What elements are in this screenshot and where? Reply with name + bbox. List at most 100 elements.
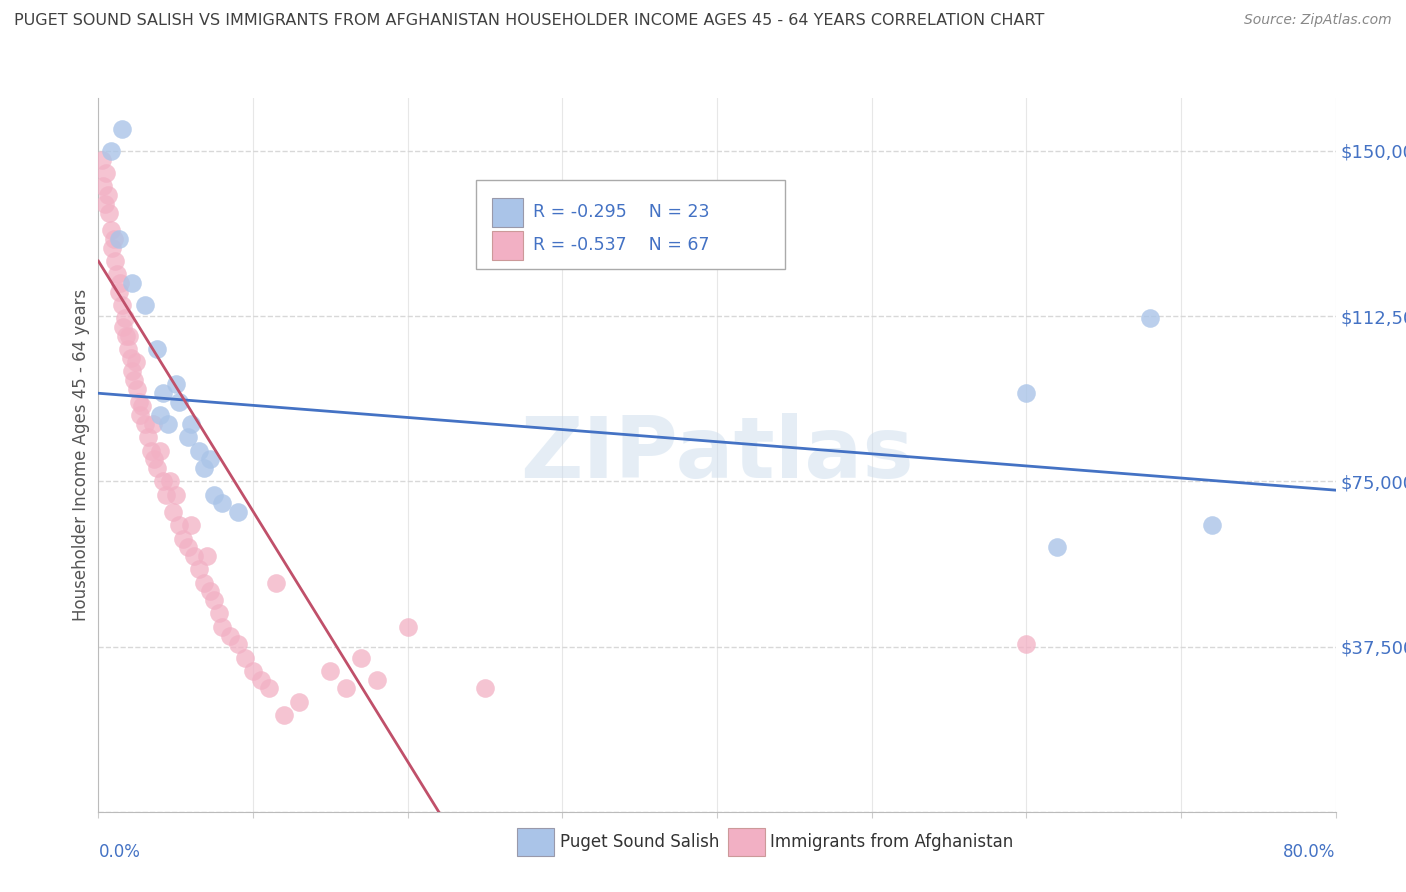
Point [219,628,242,642]
Point [143,452,166,467]
Point [204,487,226,501]
Point [177,541,200,555]
Text: R = -0.537    N = 67: R = -0.537 N = 67 [533,236,709,254]
Point [122,373,145,387]
Y-axis label: Householder Income Ages 45 - 64 years: Householder Income Ages 45 - 64 years [72,289,90,621]
Point [167,518,190,533]
Point [157,417,180,431]
Point [204,593,226,607]
Point [350,650,373,665]
Point [165,487,187,501]
Point [136,430,159,444]
Point [167,395,190,409]
Point [1139,311,1161,326]
Point [257,681,280,696]
Point [101,241,124,255]
Point [120,351,142,365]
Point [195,549,218,564]
Point [152,386,174,401]
Point [1015,386,1038,401]
Point [91,179,114,194]
Point [121,276,143,290]
Point [141,417,165,431]
Point [149,409,172,423]
Bar [492,231,523,260]
Point [149,443,172,458]
Text: 0.0%: 0.0% [98,843,141,861]
Point [198,584,221,599]
Point [1201,518,1223,533]
Bar [492,198,523,227]
Point [114,311,136,326]
Point [180,518,202,533]
Point [366,673,388,687]
Point [131,400,153,414]
Point [180,417,202,431]
Point [159,475,181,489]
Point [233,650,257,665]
Text: R = -0.295    N = 23: R = -0.295 N = 23 [533,203,709,221]
Point [104,254,127,268]
Point [226,505,249,519]
Point [90,153,112,167]
Point [103,232,125,246]
Point [124,355,146,369]
Point [208,607,231,621]
Point [396,620,419,634]
Point [111,122,132,136]
Point [100,223,122,237]
Text: 80.0%: 80.0% [1284,843,1336,861]
Point [183,549,205,564]
Point [211,496,233,510]
Point [105,268,128,282]
Point [152,475,174,489]
Point [117,342,139,356]
Point [96,166,118,180]
Point [127,382,149,396]
Point [188,443,211,458]
Point [155,487,177,501]
Point [107,232,129,246]
Point [146,461,169,475]
Text: PUGET SOUND SALISH VS IMMIGRANTS FROM AFGHANISTAN HOUSEHOLDER INCOME AGES 45 - 6: PUGET SOUND SALISH VS IMMIGRANTS FROM AF… [14,13,1045,29]
Point [93,197,115,211]
Point [165,377,187,392]
Point [1015,637,1038,651]
Point [177,430,200,444]
Point [193,575,215,590]
Point [108,276,131,290]
Point [288,695,311,709]
Text: Source: ZipAtlas.com: Source: ZipAtlas.com [1244,13,1392,28]
Point [264,575,288,590]
Point [273,707,295,722]
Point [129,409,152,423]
Point [250,673,273,687]
Point [107,285,129,299]
Point [115,329,138,343]
Point [146,342,169,356]
Text: ZIPatlas: ZIPatlas [520,413,914,497]
Point [226,637,249,651]
Point [97,188,120,202]
Point [162,505,184,519]
Point [319,664,342,678]
Text: Immigrants from Afghanistan: Immigrants from Afghanistan [770,833,1014,851]
FancyBboxPatch shape [475,180,785,269]
Point [139,443,162,458]
Point [121,364,143,378]
Point [198,452,221,467]
Point [118,329,141,343]
Point [211,620,233,634]
Point [335,681,357,696]
Point [172,532,194,546]
Point [1046,541,1069,555]
Point [112,320,135,334]
Point [98,205,121,219]
Point [242,664,264,678]
Text: Puget Sound Salish: Puget Sound Salish [560,833,718,851]
Point [474,681,496,696]
Point [188,562,211,576]
Point [134,298,156,312]
Point [111,298,132,312]
Point [128,395,150,409]
